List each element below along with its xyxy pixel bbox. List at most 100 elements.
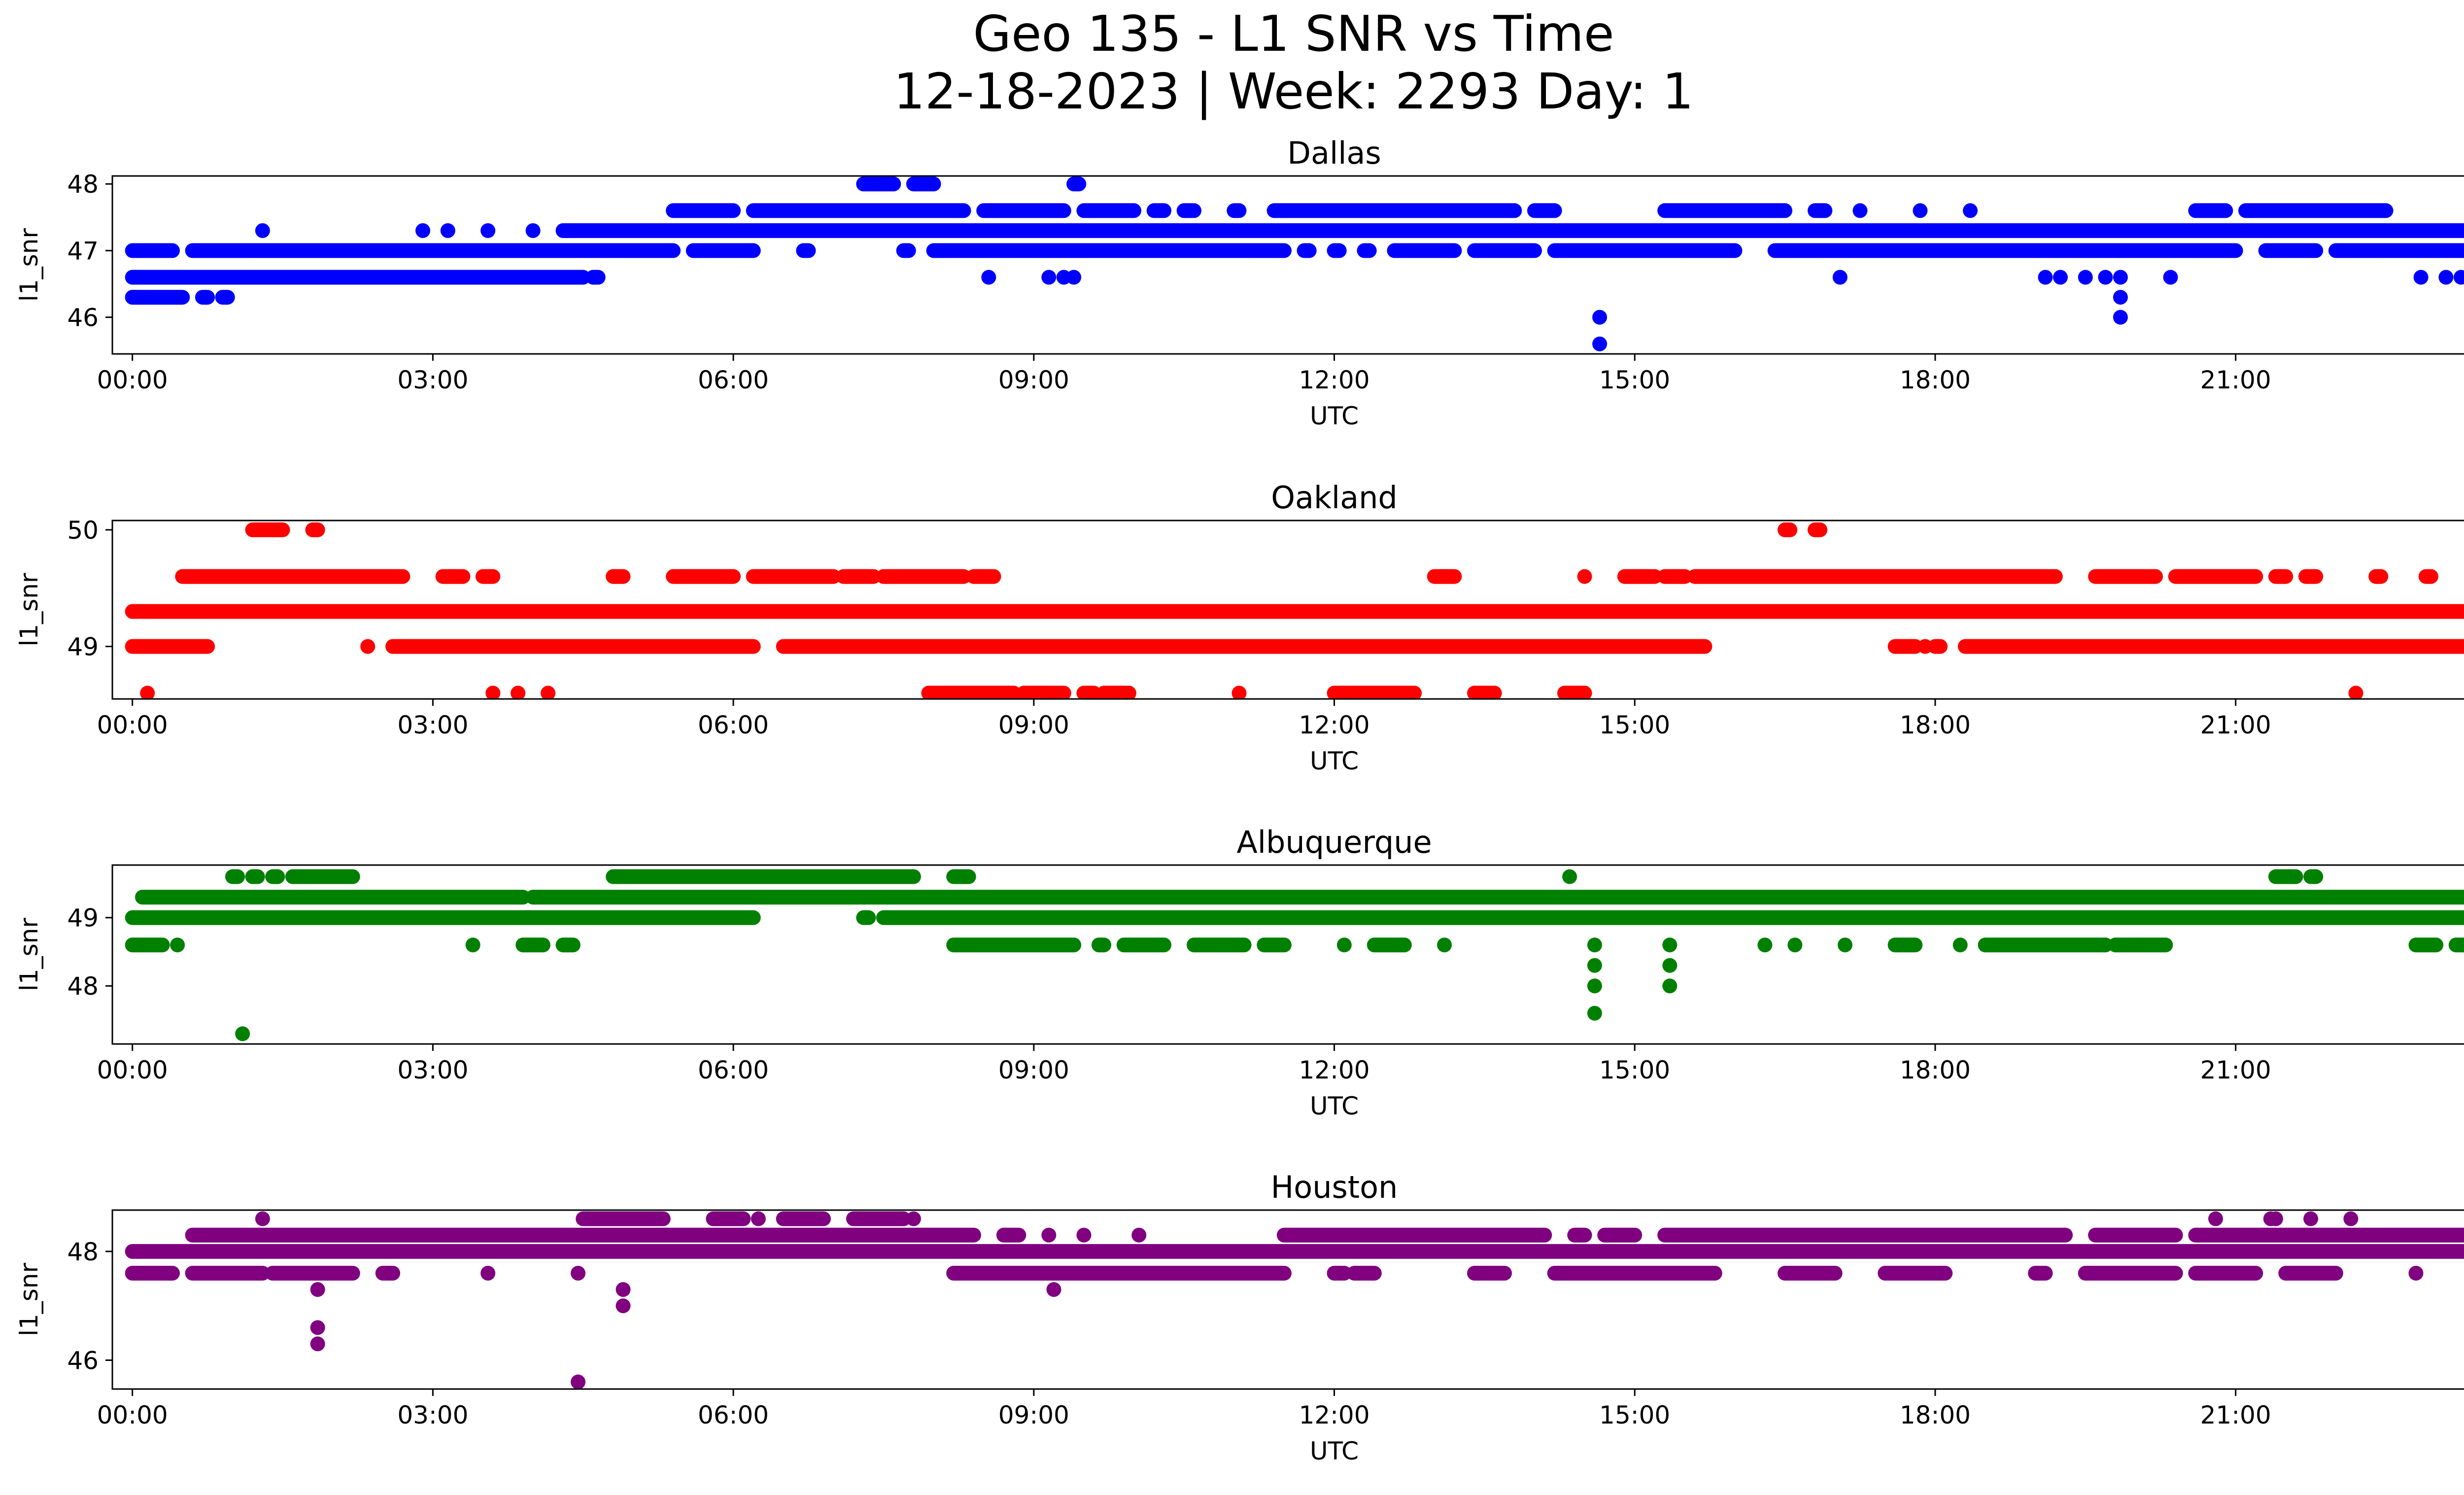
point-run xyxy=(1617,569,1662,584)
point-run xyxy=(1808,203,1833,218)
data-point xyxy=(906,1211,921,1226)
point-run xyxy=(1266,203,1522,218)
data-point xyxy=(1662,978,1677,994)
point-run xyxy=(906,176,941,192)
panel-dallas: Dallas 00:00 03:00 06:00 09:00 12:00 15:00 18:0… xyxy=(15,135,2464,430)
y-tick-label: 49 xyxy=(67,633,99,661)
x-tick-label: 18:00 xyxy=(1900,1056,1971,1084)
x-axis-label: UTC xyxy=(1310,402,1359,430)
point-run xyxy=(1467,686,1502,699)
point-run xyxy=(125,243,180,258)
point-run xyxy=(385,639,761,654)
point-run xyxy=(185,243,681,258)
point-run xyxy=(1076,686,1101,699)
data-point xyxy=(2268,1211,2283,1226)
y-axis-label: l1_snr xyxy=(15,918,43,991)
point-run xyxy=(856,910,876,925)
panel-title: Dallas xyxy=(1287,135,1381,171)
point-run xyxy=(1146,203,1171,218)
data-point xyxy=(130,1244,145,1259)
point-run xyxy=(555,223,2464,238)
data-point xyxy=(440,223,455,238)
point-run xyxy=(846,1211,911,1226)
point-run xyxy=(585,270,606,285)
point-run xyxy=(1547,243,1743,258)
x-tick-label: 03:00 xyxy=(397,1056,468,1084)
point-run xyxy=(1176,203,1201,218)
panel-houston: Houston 00:00 03:00 06:00 09:00 12:00 15:00 18:… xyxy=(15,1169,2464,1465)
point-run xyxy=(776,639,1712,654)
data-point xyxy=(1787,938,1803,953)
point-run xyxy=(2028,1265,2053,1281)
data-point xyxy=(1587,978,1602,994)
point-run xyxy=(1927,639,1948,654)
point-run xyxy=(1878,1265,1953,1281)
x-tick-label: 06:00 xyxy=(698,366,769,394)
x-tick-label: 00:00 xyxy=(97,1056,168,1084)
point-run xyxy=(876,910,2464,925)
x-tick-label: 15:00 xyxy=(1599,366,1670,394)
point-run xyxy=(1657,203,1793,218)
y-tick-label: 47 xyxy=(67,237,99,265)
point-run xyxy=(856,176,901,192)
point-run xyxy=(896,243,916,258)
point-run xyxy=(1091,938,1112,953)
data-point xyxy=(1662,958,1677,973)
data-point xyxy=(310,1282,325,1297)
data-point xyxy=(571,1374,586,1389)
figure-title-line-1: Geo 135 - L1 SNR vs Time xyxy=(973,5,1614,63)
data-point xyxy=(310,1336,325,1352)
panel-title: Houston xyxy=(1271,1169,1398,1205)
point-run xyxy=(2408,938,2444,953)
x-tick-label: 00:00 xyxy=(97,366,168,394)
point-run xyxy=(125,1265,180,1281)
point-run xyxy=(175,569,411,584)
point-run xyxy=(1467,243,1542,258)
data-point xyxy=(125,290,140,305)
data-point xyxy=(140,686,155,699)
point-run xyxy=(125,1244,2464,1259)
point-run xyxy=(135,890,531,905)
data-marks xyxy=(125,176,2464,351)
point-run xyxy=(185,1265,270,1281)
point-run xyxy=(2268,569,2293,584)
data-point xyxy=(465,938,480,953)
y-tick-label: 48 xyxy=(67,972,99,1001)
data-point xyxy=(2208,1211,2223,1226)
point-run xyxy=(1096,686,1136,699)
data-point xyxy=(511,686,526,699)
point-run xyxy=(2258,243,2324,258)
x-tick-label: 09:00 xyxy=(998,366,1069,394)
y-tick-label: 46 xyxy=(67,1347,99,1375)
x-tick-label: 09:00 xyxy=(998,711,1069,739)
point-run xyxy=(475,569,501,584)
point-run xyxy=(1957,639,2464,654)
x-tick-label: 09:00 xyxy=(998,1056,1069,1084)
data-marks xyxy=(125,522,2464,699)
point-run xyxy=(946,869,976,884)
data-point xyxy=(2053,270,2068,285)
data-point xyxy=(170,938,185,953)
data-point xyxy=(1041,1227,1057,1243)
x-tick-label: 21:00 xyxy=(2200,711,2271,739)
point-run xyxy=(666,569,741,584)
point-run xyxy=(1547,1265,1722,1281)
point-run xyxy=(435,569,471,584)
data-point xyxy=(981,270,996,285)
point-run xyxy=(1257,938,1292,953)
point-run xyxy=(1657,1227,2073,1243)
point-run xyxy=(926,243,1292,258)
figure-title-line-2: 12-18-2023 | Week: 2293 Day: 1 xyxy=(893,63,1693,120)
point-run xyxy=(525,890,2464,905)
y-axis-label: l1_snr xyxy=(15,1263,43,1336)
data-point xyxy=(1046,1282,1061,1297)
point-run xyxy=(2238,203,2394,218)
data-point xyxy=(1587,938,1602,953)
point-run xyxy=(375,1265,401,1281)
data-point xyxy=(1963,203,1978,218)
point-run xyxy=(1978,938,2113,953)
point-run xyxy=(1276,1227,1552,1243)
y-axis-label: l1_snr xyxy=(15,228,43,302)
x-tick-label: 12:00 xyxy=(1299,711,1369,739)
